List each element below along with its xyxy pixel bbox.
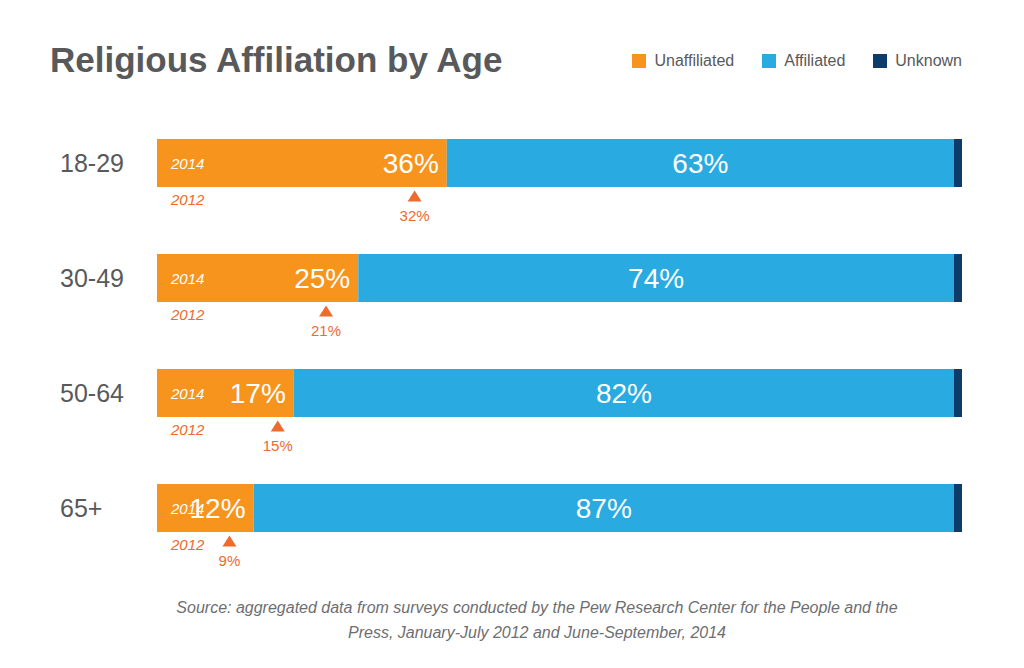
html-text:Affiliated: Affiliated <box>784 52 846 69</box>
svg-text:17%: 17% <box>230 378 286 409</box>
html-text:Source: aggregated data from s: Source: aggregated data from surveys con… <box>176 599 898 641</box>
svg-text:18-29: 18-29 <box>60 149 124 177</box>
svg-text:25%: 25% <box>294 263 350 294</box>
svg-text:2012: 2012 <box>170 536 205 553</box>
svg-text:63%: 63% <box>672 148 728 179</box>
svg-text:2014: 2014 <box>170 155 204 172</box>
svg-text:32%: 32% <box>400 207 430 224</box>
svg-text:15%: 15% <box>263 437 293 454</box>
svg-text:2014: 2014 <box>170 500 204 517</box>
svg-text:2014: 2014 <box>170 270 204 287</box>
svg-text:82%: 82% <box>596 378 652 409</box>
svg-text:12%: 12% <box>189 493 246 524</box>
svg-text:9%: 9% <box>219 552 241 569</box>
svg-text:2012: 2012 <box>170 306 205 323</box>
svg-text:50-64: 50-64 <box>60 379 124 407</box>
svg-text:2012: 2012 <box>170 421 205 438</box>
svg-text:36%: 36% <box>383 148 439 179</box>
svg-text:87%: 87% <box>576 493 632 524</box>
html-text:Religious Affiliation by Age: Religious Affiliation by Age <box>50 40 503 79</box>
svg-text:21%: 21% <box>311 322 341 339</box>
html-text:Unaffiliated: Unaffiliated <box>654 52 735 69</box>
svg-text:74%: 74% <box>628 263 684 294</box>
html-text:Unknown: Unknown <box>895 52 962 69</box>
svg-text:65+: 65+ <box>60 494 102 522</box>
svg-text:2012: 2012 <box>170 191 205 208</box>
svg-text:30-49: 30-49 <box>60 264 124 292</box>
svg-text:2014: 2014 <box>170 385 204 402</box>
